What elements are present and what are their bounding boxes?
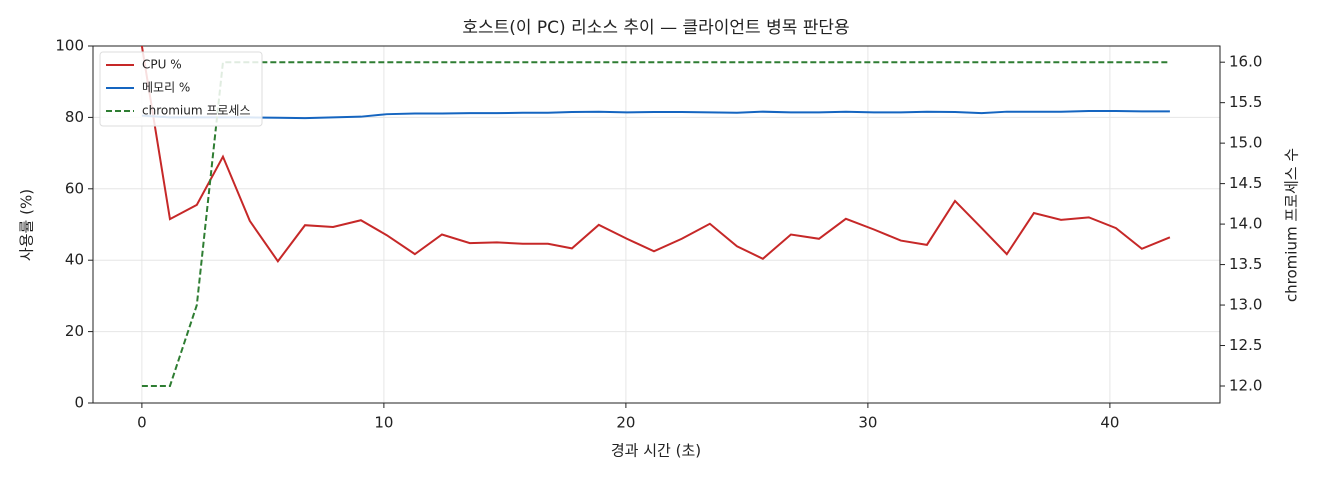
y-tick-label: 80 xyxy=(65,108,84,126)
series-line xyxy=(141,109,1170,120)
y2-tick-label: 14.5 xyxy=(1229,174,1262,192)
x-axis-label: 경과 시간 (초) xyxy=(611,442,701,460)
y2-tick-label: 15.0 xyxy=(1229,134,1262,152)
plot-frame xyxy=(92,45,1221,404)
y-tick-label: 100 xyxy=(55,37,84,55)
legend-label: 메모리 % xyxy=(142,81,190,95)
y2-tick-label: 14.0 xyxy=(1229,215,1262,233)
x-tick-label: 20 xyxy=(616,414,635,432)
y-tick-label: 0 xyxy=(74,394,84,412)
chart-title: 호스트(이 PC) 리소스 추이 — 클라이언트 병목 판단용 xyxy=(462,18,849,38)
y-tick-label: 20 xyxy=(65,322,84,340)
x-tick-label: 0 xyxy=(137,414,147,432)
y2-tick-label: 15.5 xyxy=(1229,93,1262,111)
legend-label: chromium 프로세스 xyxy=(142,104,251,118)
y2-tick-label: 12.5 xyxy=(1229,336,1262,354)
legend-label: CPU % xyxy=(142,58,182,72)
y2-tick-label: 16.0 xyxy=(1229,53,1262,71)
y-axis-label: 사용률 (%) xyxy=(18,189,36,261)
y2-axis-label: chromium 프로세스 수 xyxy=(1283,148,1301,302)
y-tick-label: 60 xyxy=(65,179,84,197)
legend: CPU % 메모리 % chromium 프로세스 xyxy=(99,51,263,127)
series-line xyxy=(141,61,1170,387)
x-tick-label: 30 xyxy=(858,414,877,432)
x-tick-label: 40 xyxy=(1100,414,1119,432)
y2-tick-label: 12.0 xyxy=(1229,377,1262,395)
y2-tick-label: 13.0 xyxy=(1229,296,1262,314)
y2-tick-label: 13.5 xyxy=(1229,255,1262,273)
x-tick-label: 10 xyxy=(374,414,393,432)
legend-box xyxy=(99,51,263,127)
y-tick-label: 40 xyxy=(65,251,84,269)
series-line xyxy=(140,45,1171,263)
